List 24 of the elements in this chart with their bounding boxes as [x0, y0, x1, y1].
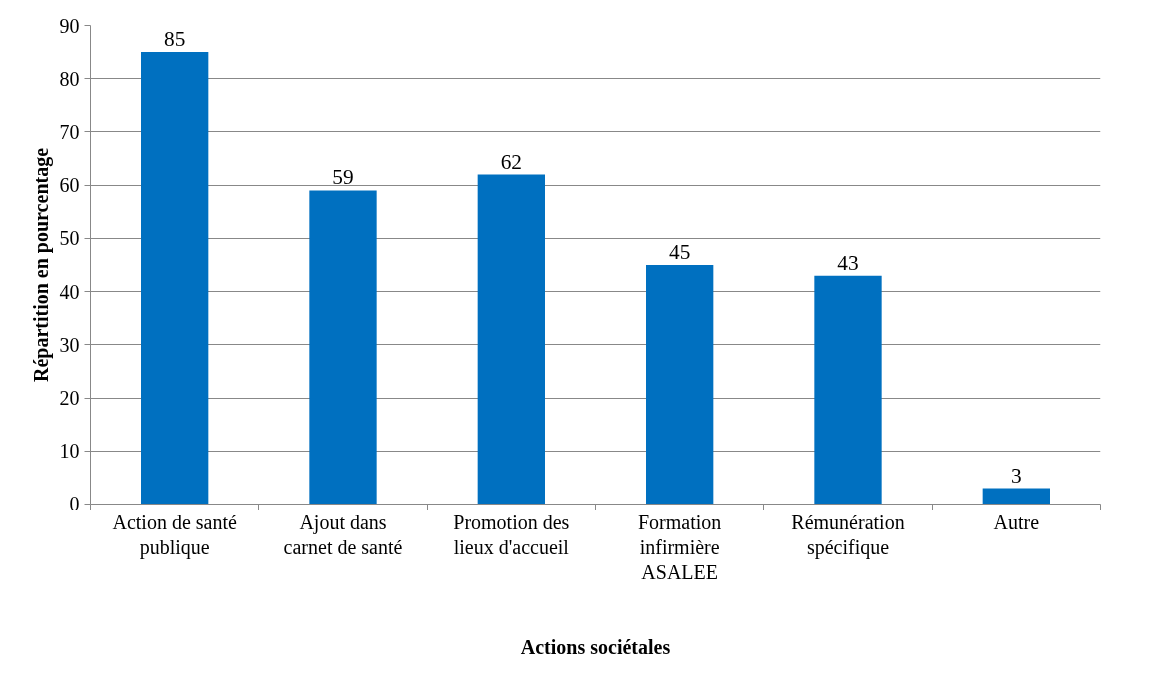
x-tick-label: Ajout dans carnet de santé: [283, 510, 403, 558]
data-label: 85: [164, 27, 186, 52]
y-axis-title: Répartition en pourcentage: [29, 147, 53, 383]
data-label: 45: [669, 240, 691, 264]
x-axis-title: Actions sociétales: [520, 635, 671, 658]
y-tick-label: 60: [59, 174, 80, 197]
y-tick-label: 80: [59, 67, 80, 90]
y-tick-label: 20: [59, 387, 80, 410]
data-label: 3: [1011, 463, 1022, 488]
x-tick-label: Formation infirmière ASALEE: [638, 510, 722, 584]
y-tick-label: 50: [59, 227, 80, 250]
data-label: 62: [500, 149, 522, 174]
y-tick-label: 90: [59, 14, 80, 37]
y-tick-label: 10: [59, 440, 80, 463]
y-tick-label: 40: [59, 280, 80, 303]
x-tick-label: Rémunération spécifique: [791, 510, 905, 559]
y-tick-label: 0: [69, 492, 80, 515]
x-tick-label: Promotion des lieux d'accueil: [453, 510, 570, 558]
y-tick-label: 70: [59, 120, 80, 143]
x-tick-label: Autre: [993, 510, 1040, 533]
y-tick-label: 30: [59, 333, 80, 356]
data-label: 43: [837, 250, 859, 275]
data-label: 59: [332, 165, 354, 190]
x-tick-label: Action de santé publique: [112, 510, 237, 559]
